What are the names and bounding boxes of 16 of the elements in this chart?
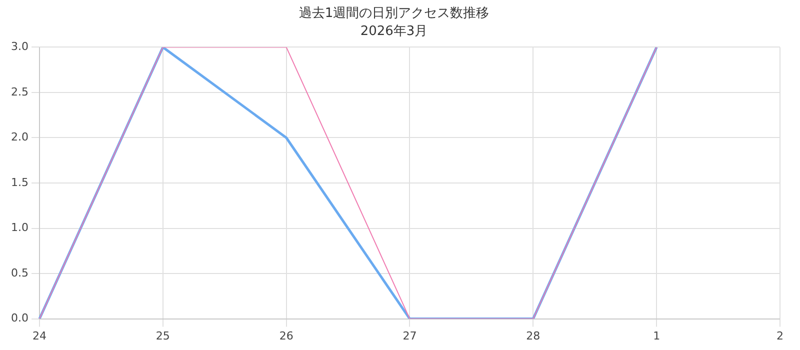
x-tick-label: 28 [526, 329, 540, 342]
y-tick-label: 1.0 [10, 221, 28, 234]
x-tick-label: 1 [653, 329, 660, 342]
x-tick-label: 26 [279, 329, 294, 342]
y-tick-label: 2.5 [10, 85, 28, 98]
chart-subtitle: 2026年3月 [360, 24, 428, 39]
x-tick-label: 24 [32, 329, 46, 342]
y-tick-label: 3.0 [10, 40, 28, 54]
y-tick-label: 0.0 [10, 312, 28, 325]
y-tick-label: 0.5 [10, 266, 28, 280]
chart-title: 過去1週間の日別アクセス数推移 [298, 6, 490, 22]
y-tick-label: 2.0 [10, 130, 28, 144]
y-tick-label: 1.5 [10, 176, 28, 189]
x-tick-label: 27 [402, 329, 417, 342]
x-tick-label: 25 [156, 329, 170, 342]
x-tick-label: 2 [776, 329, 784, 342]
